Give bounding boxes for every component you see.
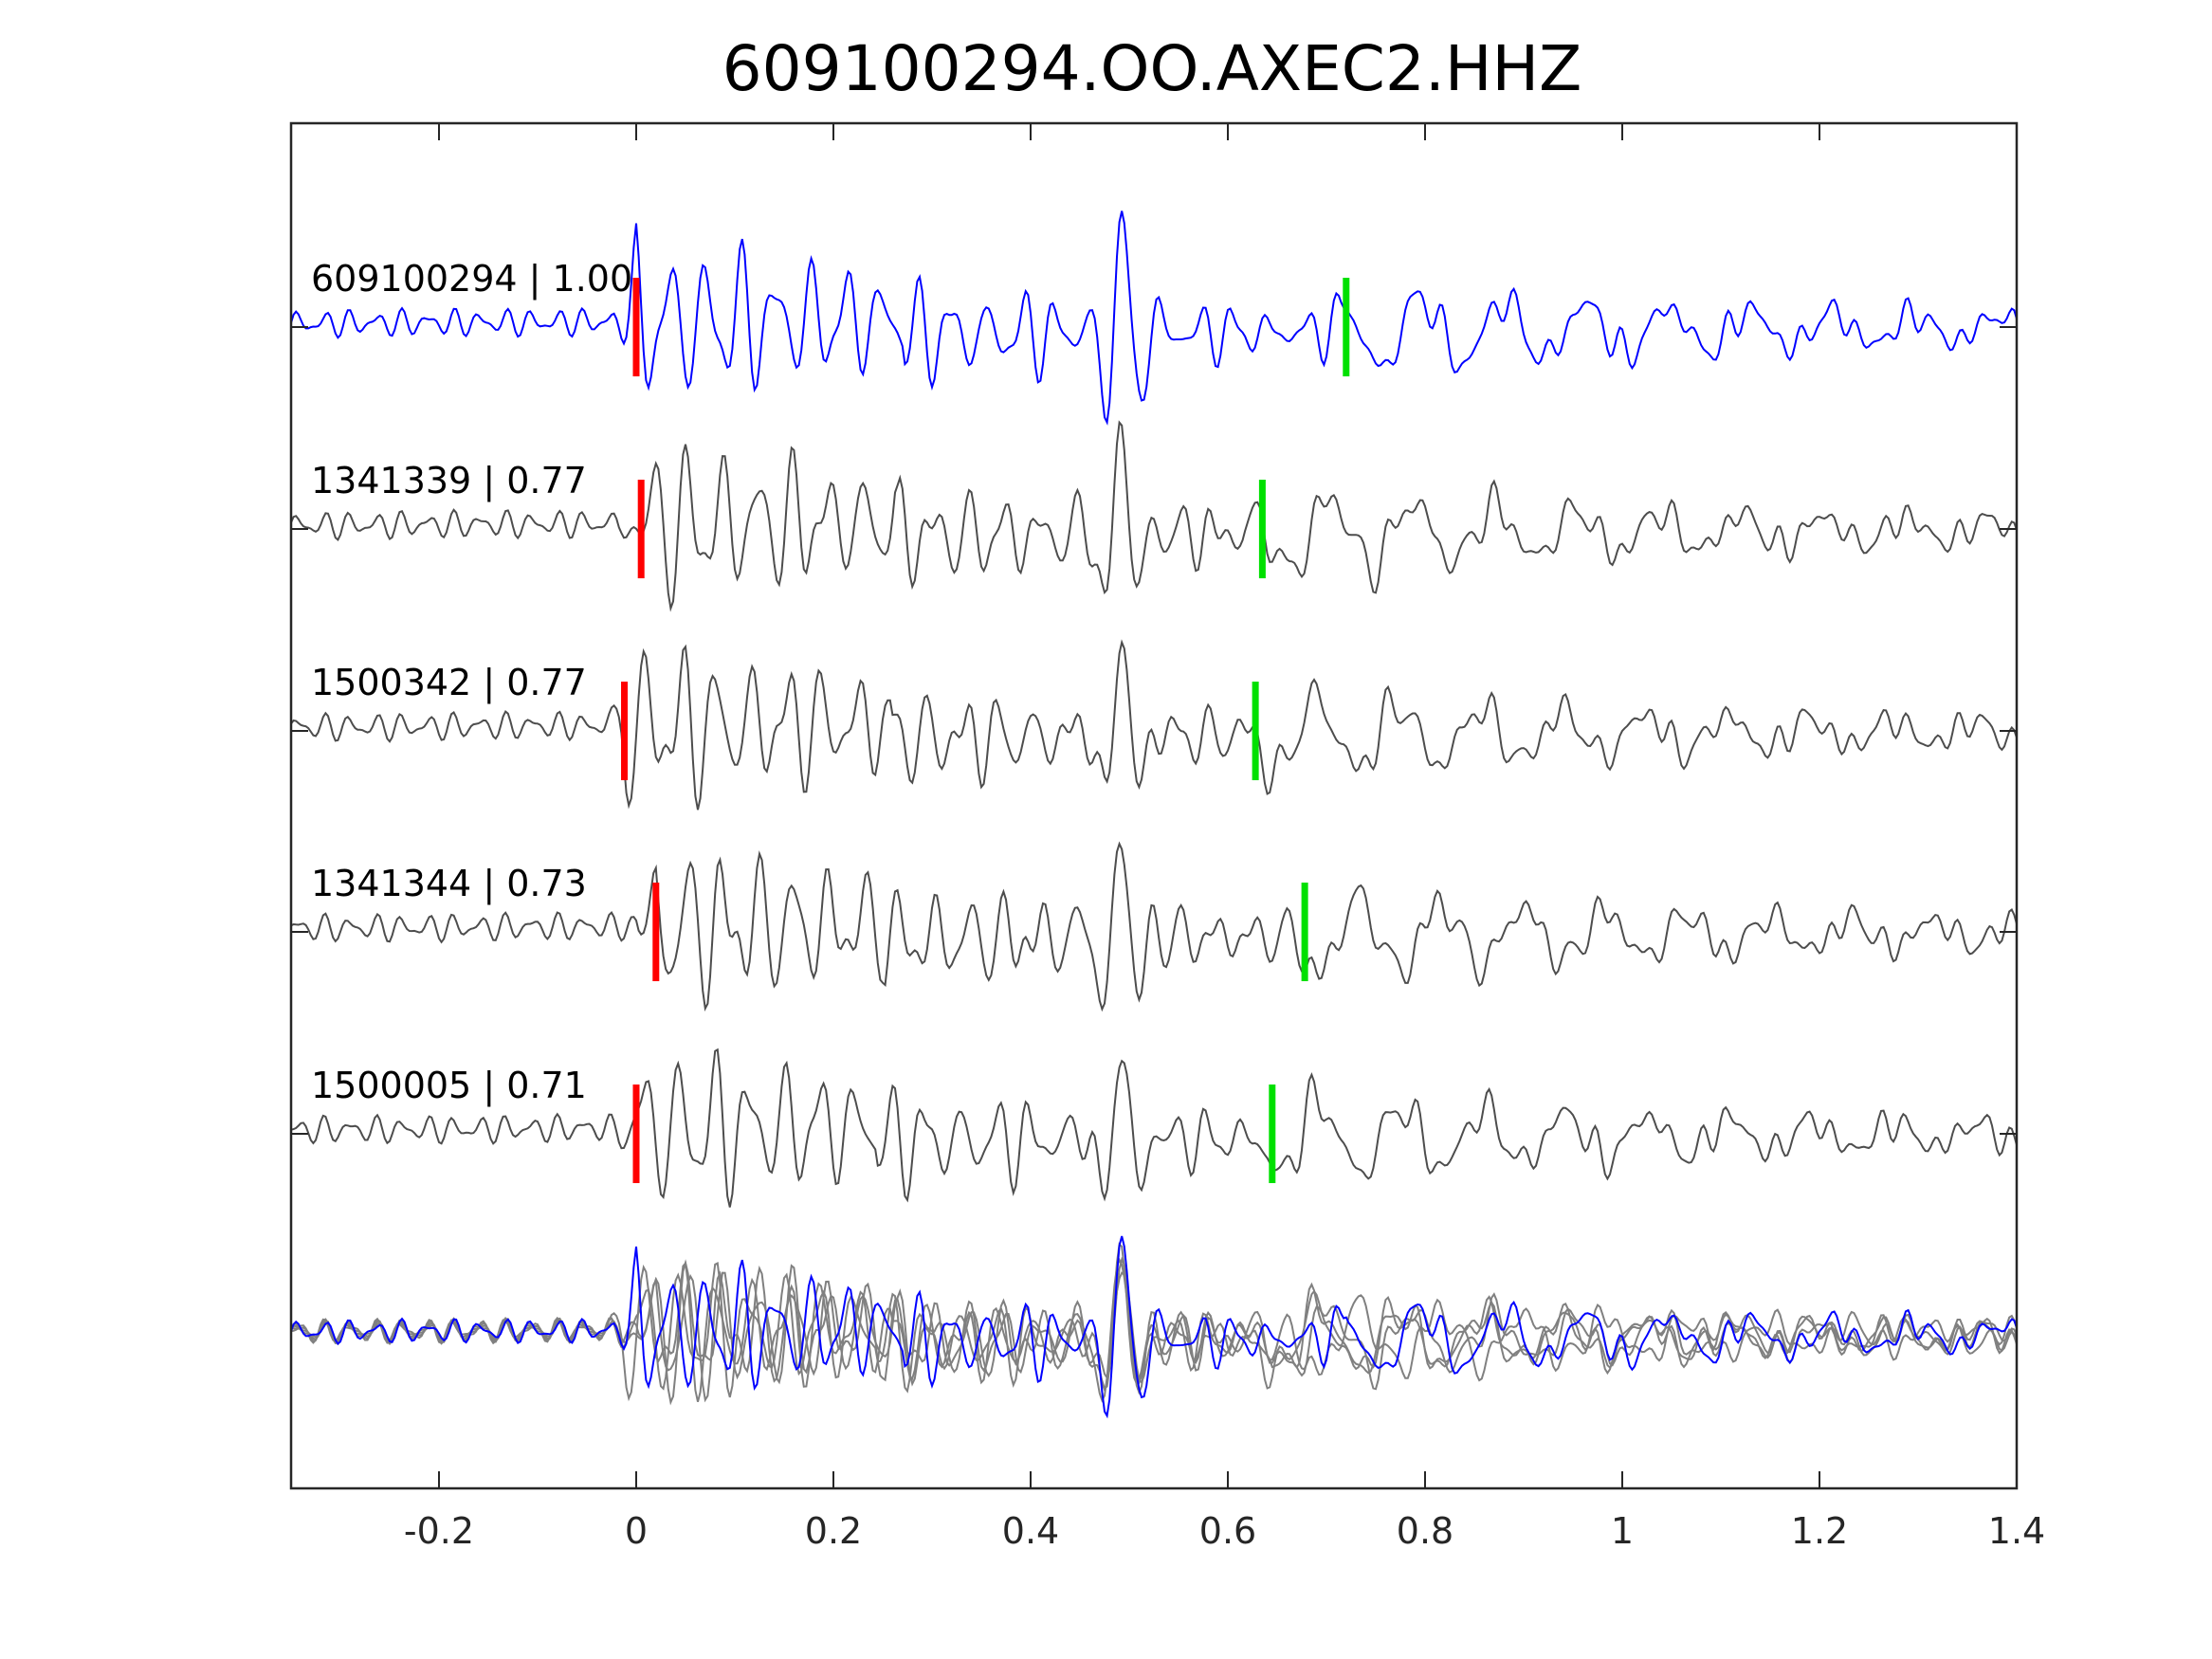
x-ticks: -0.2 0 0.2 0.4 0.6 0.8 1 1.2 1.4	[404, 123, 2045, 1552]
chart-title: 609100294.OO.AXEC2.HHZ	[722, 32, 1582, 105]
x-tick-label: 0.2	[805, 1510, 862, 1552]
pick-group	[621, 278, 1350, 1183]
trace-line-1500005	[290, 1048, 2018, 1208]
trace-group	[290, 210, 2018, 1419]
trace-line-1500342	[290, 639, 2018, 811]
axes	[289, 121, 2019, 1490]
trace-line-1341339	[290, 420, 2018, 612]
trace-label: 1500342 | 0.77	[311, 662, 587, 704]
trace-line-1341344	[290, 841, 2018, 1012]
trace-label: 1341344 | 0.73	[311, 863, 587, 905]
trace-label: 1341339 | 0.77	[311, 460, 587, 502]
stack-master-trace	[290, 1235, 2018, 1419]
x-tick-label: -0.2	[404, 1510, 474, 1552]
trace-line-609100294	[290, 210, 2018, 426]
x-tick-label: 0	[625, 1510, 648, 1552]
plot-frame	[289, 121, 2019, 1490]
x-tick-label: 0.8	[1397, 1510, 1453, 1552]
trace-label: 609100294 | 1.00	[311, 258, 632, 301]
trace-label: 1500005 | 0.71	[311, 1065, 587, 1107]
x-tick-label: 0.4	[1002, 1510, 1059, 1552]
trace-label-group: 609100294 | 1.00 1341339 | 0.77 1500342 | …	[311, 258, 632, 1107]
x-tick-label: 1	[1611, 1510, 1634, 1552]
x-tick-label: 1.4	[1988, 1510, 2045, 1552]
x-tick-label: 1.2	[1791, 1510, 1848, 1552]
x-tick-label: 0.6	[1199, 1510, 1256, 1552]
